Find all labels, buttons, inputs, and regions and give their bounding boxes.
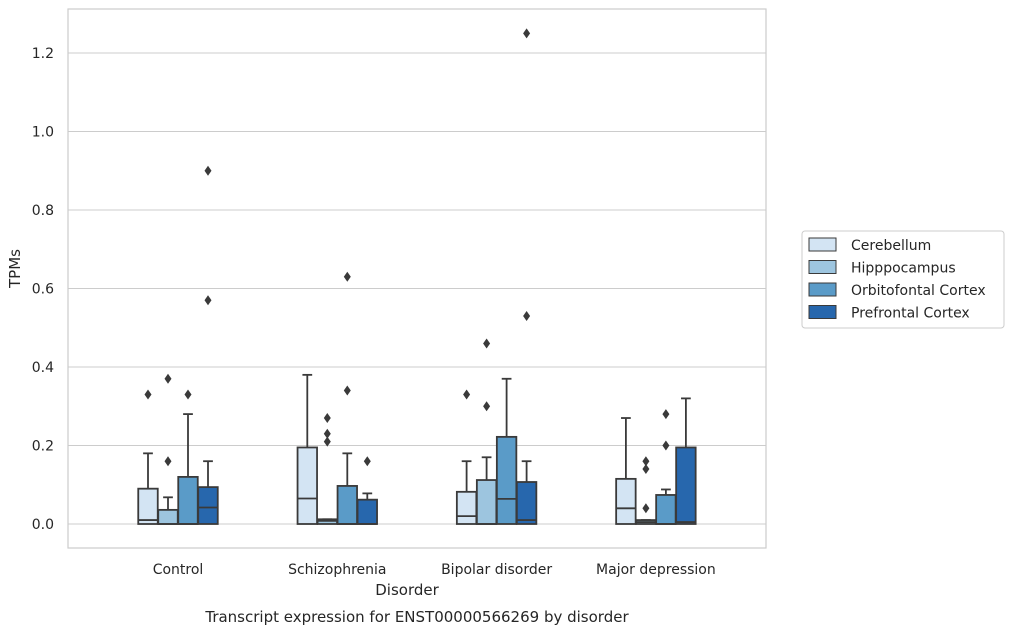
outlier-point [523, 310, 531, 321]
legend-frame [801, 230, 1005, 329]
legend-swatch [808, 260, 837, 274]
box-cerebellum [455, 389, 478, 525]
box-orbitofontal-cortex [336, 271, 358, 525]
box-body [515, 481, 538, 525]
box-orbitofontal-cortex [495, 377, 518, 525]
box-orbitofontal-cortex [177, 389, 199, 525]
legend-swatch [808, 282, 837, 297]
box-body [336, 485, 358, 525]
outlier-point [184, 389, 192, 400]
y-tick-label: 1.2 [32, 46, 54, 62]
outlier-point [662, 409, 670, 420]
box-prefrontal-cortex [675, 397, 697, 525]
box-body [455, 490, 478, 525]
outlier-point [642, 503, 650, 514]
box-body [197, 486, 219, 525]
box-hipppocampus [157, 373, 179, 525]
grid-lines [68, 52, 766, 525]
outlier-point [523, 28, 531, 39]
outlier-point [144, 389, 152, 400]
outlier-point [463, 389, 471, 400]
box-body [615, 477, 637, 525]
box-body [296, 446, 318, 525]
outlier-point [363, 456, 371, 467]
legend: Cerebellum Hipppocampus Orbitofontal Corte… [801, 230, 1005, 329]
legend-label: Hipppocampus [851, 261, 956, 277]
outlier-point [662, 440, 670, 451]
outlier-point [483, 401, 491, 412]
y-tick-label: 0.4 [32, 360, 54, 376]
box-prefrontal-cortex [356, 456, 378, 525]
box-body [475, 479, 498, 525]
x-tick-label: Schizophrenia [288, 562, 386, 578]
outlier-point [323, 428, 331, 439]
x-axis-ticks: Control Schizophrenia Bipolar disorder Majo… [153, 562, 716, 578]
outlier-point [323, 436, 331, 447]
outlier-point [164, 373, 172, 384]
x-axis-label: Disorder [375, 581, 439, 599]
y-axis-ticks: 0.0 0.2 0.4 0.6 0.8 1.0 1.2 [32, 46, 54, 533]
outlier-point [642, 456, 650, 467]
box-body [675, 446, 697, 525]
box-body [157, 508, 179, 525]
x-tick-label: Control [153, 562, 204, 578]
box-orbitofontal-cortex [655, 409, 677, 525]
box-hipppocampus [316, 413, 338, 525]
outlier-point [343, 271, 351, 282]
legend-swatch [808, 305, 837, 319]
outlier-point [204, 165, 212, 176]
box-prefrontal-cortex [515, 28, 538, 525]
box-cerebellum [615, 417, 637, 525]
outlier-point [343, 385, 351, 396]
y-axis-label: TPMs [6, 249, 24, 289]
y-tick-label: 0.0 [32, 517, 54, 533]
outlier-point [323, 413, 331, 424]
box-body [655, 494, 677, 525]
box-body [356, 498, 378, 525]
outlier-point [483, 338, 491, 349]
box-prefrontal-cortex [197, 165, 219, 525]
legend-swatch [808, 237, 837, 252]
chart-caption: Transcript expression for ENST0000056626… [204, 608, 629, 626]
box-cerebellum [137, 389, 159, 525]
legend-label: Prefrontal Cortex [851, 306, 970, 322]
box-cerebellum [296, 373, 318, 525]
box-body [495, 435, 518, 525]
legend-label: Orbitofontal Cortex [851, 283, 986, 299]
y-tick-label: 0.2 [32, 439, 54, 455]
x-tick-label: Bipolar disorder [441, 562, 552, 578]
plot-frame [67, 8, 767, 549]
box-hipppocampus [475, 338, 498, 525]
y-tick-label: 0.6 [32, 282, 54, 298]
box-hipppocampus [635, 456, 657, 525]
outlier-point [204, 295, 212, 306]
outlier-point [164, 456, 172, 467]
box-body [177, 475, 199, 525]
plot-area [137, 28, 697, 525]
y-tick-label: 1.0 [32, 125, 54, 141]
legend-label: Cerebellum [851, 238, 931, 254]
x-tick-label: Major depression [596, 562, 716, 578]
y-tick-label: 0.8 [32, 203, 54, 219]
box-body [137, 487, 159, 525]
outlier-point [642, 464, 650, 475]
